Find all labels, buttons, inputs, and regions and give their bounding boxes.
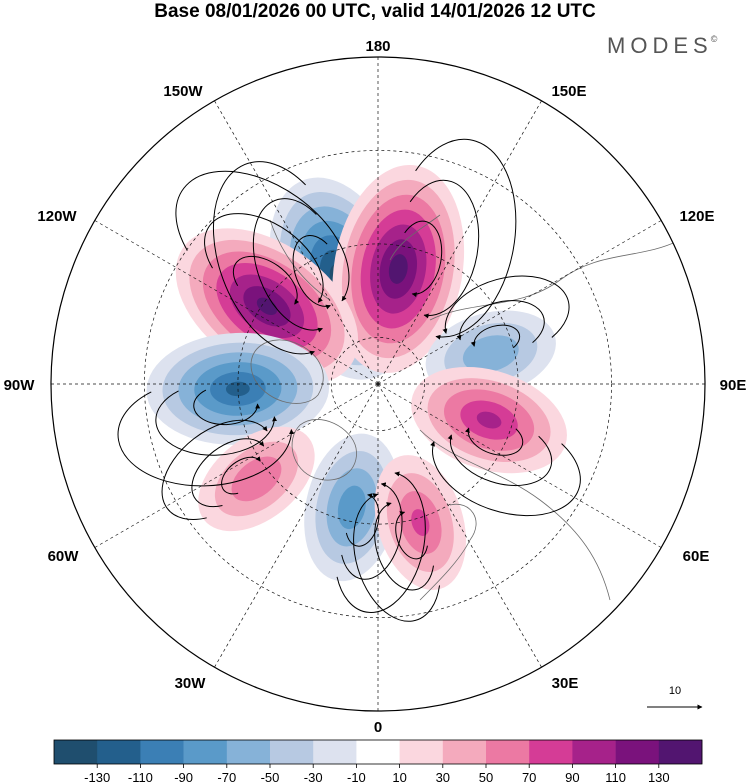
- coastlines: [250, 214, 681, 601]
- colorbar-swatch: [313, 740, 357, 764]
- colorbar-tick-label: 90: [565, 770, 579, 783]
- lon-label-180: 180: [365, 38, 390, 55]
- map-boundary: [50, 56, 706, 712]
- colorbar-swatch: [529, 740, 573, 764]
- lon-label-90w: 90W: [4, 377, 36, 394]
- colorbar-tick-label: 110: [605, 770, 626, 783]
- colorbar-swatch: [140, 740, 184, 764]
- streamlines-neg-90w: [117, 389, 295, 487]
- colorbar-tick-label: -30: [304, 770, 323, 783]
- lon-label-30w: 30W: [175, 675, 207, 692]
- lon-label-150w: 150W: [163, 83, 203, 100]
- streamlines-pos-70e: [430, 427, 581, 517]
- colorbar-tick-label: 70: [522, 770, 536, 783]
- colorbar-swatch: [658, 740, 703, 764]
- colorbar-swatch: [226, 740, 271, 764]
- colorbar-tick-label: 10: [392, 770, 406, 783]
- anomaly-neg-90w: [146, 332, 330, 445]
- lon-label-120e: 120E: [679, 208, 714, 225]
- lon-label-30e: 30E: [552, 675, 579, 692]
- colorbar-swatch: [442, 740, 487, 764]
- colorbar-swatch: [615, 740, 660, 764]
- brand-mark: ©: [710, 34, 718, 44]
- coast-greenland: [291, 419, 357, 481]
- colorbar-tick-label: 30: [436, 770, 450, 783]
- streamlines-pos-55w: [161, 419, 268, 520]
- streamlines-neg-150w: [212, 161, 331, 356]
- coast-alaska: [269, 214, 441, 301]
- anomaly-pos-55w: [198, 426, 315, 532]
- colorbar-tick-label: -110: [128, 770, 153, 783]
- anomaly-pos-15e: [374, 455, 466, 590]
- colorbar-tick-label: -130: [84, 770, 110, 783]
- colorbar-swatch: [486, 740, 530, 764]
- streamlines-pos-125w: [175, 170, 350, 305]
- colorbar-tick-label: -50: [261, 770, 280, 783]
- colorbar-swatch: [356, 740, 400, 764]
- colorbar-swatch: [270, 740, 314, 764]
- streamlines-neg-15w: [336, 471, 426, 613]
- lon-label-150e: 150E: [551, 83, 586, 100]
- anomaly-field: [146, 165, 567, 590]
- coast-eurasia: [419, 239, 681, 601]
- colorbar-swatch: [97, 740, 141, 764]
- wind-streamlines: [117, 138, 581, 622]
- coast-canada: [250, 339, 324, 404]
- lon-label-60e: 60E: [683, 548, 710, 565]
- graticule: [51, 57, 705, 711]
- streamlines-pos-15e: [353, 493, 441, 622]
- colorbar-swatch: [399, 740, 444, 764]
- colorbar-tick-label: -10: [347, 770, 366, 783]
- map-title: Base 08/01/2026 00 UTC, valid 14/01/2026…: [154, 1, 596, 22]
- streamlines-pos-170e: [404, 138, 517, 340]
- colorbar-tick-label: 50: [479, 770, 493, 783]
- colorbar-tick-label: -70: [217, 770, 236, 783]
- reference-vector: 10: [647, 685, 703, 710]
- colorbar-tick-label: -90: [174, 770, 193, 783]
- colorbar-tick-label: 130: [648, 770, 670, 783]
- lon-label-60w: 60W: [48, 548, 80, 565]
- coast-scandinavia: [419, 503, 477, 601]
- brand-logo: MODES©: [607, 33, 719, 59]
- colorbar-swatch: [54, 740, 98, 764]
- brand-name: MODES: [607, 33, 713, 58]
- colorbar: -130 -110 -90 -70 -50 -30 -10 10 30 50 70 90 110 130: [53, 739, 703, 783]
- colorbar-swatch: [183, 740, 228, 764]
- lon-label-120w: 120W: [37, 208, 77, 225]
- colorbar-swatch: [572, 740, 616, 764]
- lon-label-90e: 90E: [720, 377, 747, 394]
- reference-vector-label: 10: [669, 685, 681, 697]
- lon-label-0: 0: [374, 719, 382, 736]
- streamlines-neg-105e: [442, 275, 570, 349]
